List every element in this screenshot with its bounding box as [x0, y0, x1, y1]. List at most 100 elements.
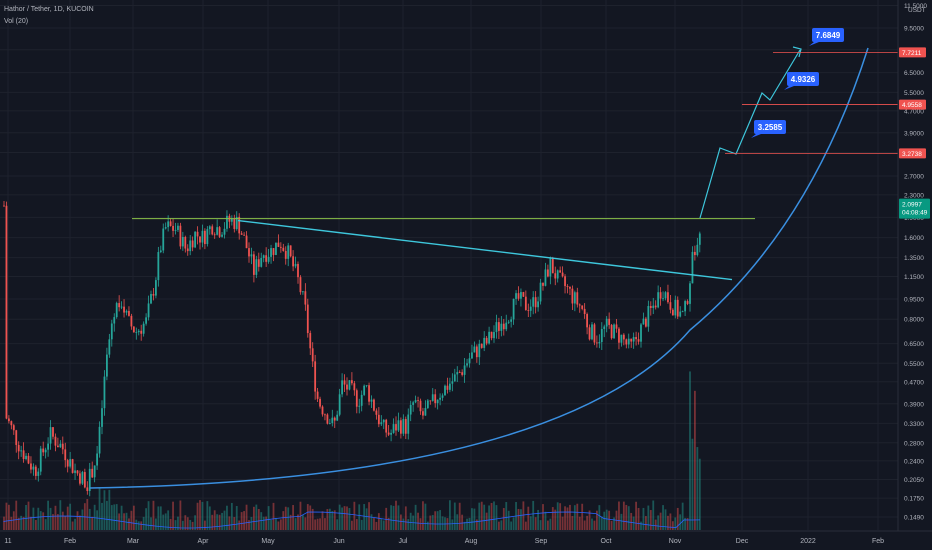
volume-bar — [671, 521, 674, 530]
candle-body — [542, 282, 544, 286]
volume-bar — [439, 510, 441, 530]
candle-body — [694, 251, 696, 256]
candle-body — [669, 302, 672, 310]
candle-body — [25, 455, 27, 460]
candle-body — [630, 338, 633, 342]
candle-body — [164, 227, 167, 229]
time-axis[interactable]: 11 Feb Mar Apr May Jun Jul Aug Sep Oct Nov Dec 2022 F… — [0, 530, 932, 545]
candle-body — [588, 327, 591, 340]
volume-bar — [250, 516, 253, 530]
candle-body — [196, 231, 199, 237]
candle-body — [123, 306, 125, 313]
candle-body — [429, 400, 432, 402]
volume-bar — [69, 503, 72, 530]
candle-body — [326, 414, 329, 424]
volume-bar — [309, 505, 312, 530]
last-price-text: 2.0997 — [902, 202, 922, 209]
candle-body — [338, 394, 341, 415]
callout-text: 3.2585 — [758, 123, 783, 132]
candle-body — [44, 449, 47, 453]
x-tick-label: Apr — [198, 538, 210, 545]
volume-bar — [380, 518, 383, 530]
volume-bar — [681, 502, 684, 530]
candle-body — [502, 323, 505, 330]
candle-body — [524, 296, 527, 310]
y-tick-label: 0.2800 — [904, 440, 924, 447]
candle-body — [250, 254, 253, 257]
candle-body — [248, 248, 250, 257]
volume-bar — [57, 514, 59, 530]
level-tag-bg — [899, 148, 926, 159]
volume-bar — [353, 501, 356, 530]
candle-body — [576, 292, 579, 305]
candle-body — [150, 294, 152, 304]
candle-body — [471, 352, 473, 359]
volume-bar — [196, 502, 199, 530]
volume-bar — [177, 516, 179, 530]
volume-bar — [292, 505, 294, 530]
volume-bar — [483, 504, 486, 530]
x-tick-label: 2022 — [800, 538, 816, 545]
candle-body — [201, 230, 204, 243]
level-tag-bg — [899, 47, 926, 58]
volume-bar — [684, 517, 686, 530]
candle-body — [181, 236, 184, 247]
candle-body — [640, 324, 642, 342]
candle-body — [522, 292, 525, 297]
volume-bar — [537, 509, 539, 530]
price-axis[interactable]: 0.1490 0.1750 0.2050 0.2400 0.2800 0.3300 0.39… — [897, 0, 927, 531]
candle-body — [544, 269, 547, 286]
volume-bar — [348, 507, 351, 530]
volume-bar — [326, 509, 329, 530]
candle-body — [632, 337, 635, 342]
volume-bar — [622, 501, 625, 530]
candle-body — [186, 248, 189, 252]
volume-bar — [458, 502, 461, 530]
volume-indicator-label[interactable]: Vol (20) — [4, 18, 29, 25]
candle-body — [39, 448, 42, 472]
candle-body — [167, 221, 170, 228]
volume-bar — [34, 520, 37, 530]
volume-bar — [235, 505, 238, 530]
volume-bar — [96, 510, 98, 530]
candle-body — [407, 414, 410, 434]
volume-bar — [419, 518, 422, 530]
candle-body — [377, 414, 380, 425]
volume-bar — [554, 509, 557, 530]
candle-body — [155, 280, 157, 296]
candle-body — [128, 310, 130, 316]
candle-body — [654, 305, 657, 308]
candle-body — [253, 254, 255, 275]
volume-bar — [436, 511, 439, 530]
candle-body — [96, 453, 98, 466]
candle-body — [348, 380, 351, 390]
candle-body — [691, 251, 694, 284]
candle-body — [351, 380, 353, 384]
candle-body — [316, 391, 319, 399]
x-tick-label: Mar — [127, 538, 140, 545]
candle-body — [365, 385, 368, 387]
candle-body — [223, 228, 226, 235]
candle-body — [76, 470, 79, 474]
x-tick-label: Nov — [669, 538, 682, 545]
y-tick-label: 11.5000 — [904, 3, 927, 10]
volume-bar — [324, 518, 326, 530]
volume-bar — [108, 489, 111, 530]
volume-bar — [257, 509, 260, 530]
candle-body — [676, 299, 679, 317]
symbol-title[interactable]: Hathor / Tether, 1D, KUCOIN — [4, 6, 94, 13]
volume-bar — [343, 506, 346, 530]
volume-bar — [608, 510, 611, 530]
candle-body — [204, 230, 206, 245]
candle-body — [586, 314, 588, 328]
level-price-tag: 3.2738 — [899, 148, 926, 159]
callout-bg — [754, 120, 786, 134]
candle-body — [451, 381, 454, 384]
candle-body — [265, 255, 268, 262]
volume-bar — [341, 507, 343, 530]
candle-body — [294, 263, 297, 267]
candle-body — [311, 348, 314, 362]
candle-body — [91, 468, 94, 478]
volume-bar — [498, 521, 500, 530]
